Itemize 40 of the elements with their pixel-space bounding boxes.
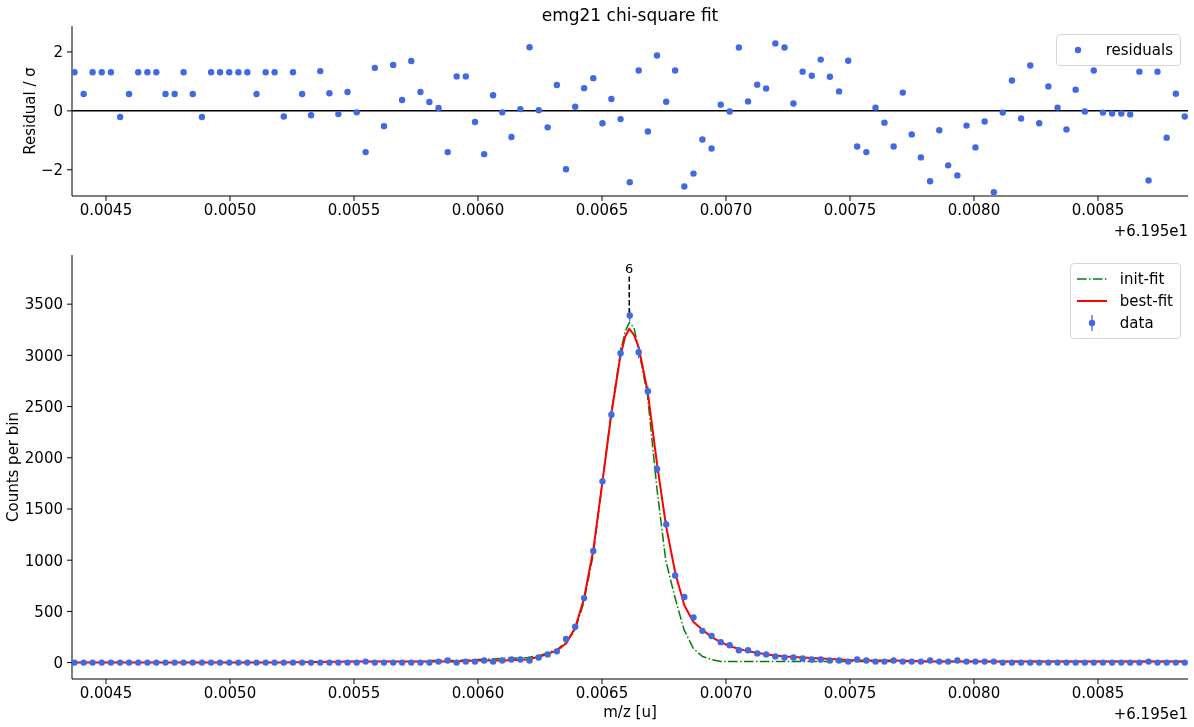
x-tick-label: 0.0065 <box>575 683 629 702</box>
x-tick-label: 0.0050 <box>203 200 257 219</box>
x-tick-label: 0.0055 <box>327 200 381 219</box>
y-tick-label: 2500 <box>24 397 63 416</box>
x-tick-label: 0.0070 <box>699 200 753 219</box>
legend-label: best-fit <box>1119 291 1173 310</box>
y-tick-label: 1500 <box>24 500 63 519</box>
x-tick-label: 0.0065 <box>575 200 629 219</box>
y-tick-label: 0 <box>53 102 63 121</box>
x-tick-label: 0.0075 <box>823 683 877 702</box>
text: +6.195e1 <box>1113 704 1188 723</box>
annotation: 6 <box>625 260 634 276</box>
y-tick-label: 3500 <box>24 295 63 314</box>
y-tick-label: 500 <box>34 602 63 621</box>
x-tick-label: 0.0070 <box>699 683 753 702</box>
x-tick-label: 0.0060 <box>451 683 505 702</box>
y-tick-label: 2000 <box>24 449 63 468</box>
y-axis-title: Counts per bin <box>3 411 22 523</box>
x-tick-label: 0.0055 <box>327 683 381 702</box>
legend-label: init-fit <box>1119 269 1165 288</box>
text: +6.195e1 <box>1113 221 1188 240</box>
legend-label: residuals <box>1105 40 1173 59</box>
y-tick-label: 0 <box>53 653 63 672</box>
x-tick-label: 0.0045 <box>79 200 133 219</box>
x-axis-title: m/z [u] <box>603 702 657 721</box>
x-tick-label: 0.0085 <box>1071 200 1125 219</box>
y-tick-label: 3000 <box>24 346 63 365</box>
x-tick-label: 0.0080 <box>947 683 1001 702</box>
x-tick-label: 0.0085 <box>1071 683 1125 702</box>
chart-title: emg21 chi-square fit <box>541 5 719 25</box>
y-tick-label: 1000 <box>24 551 63 570</box>
legend-label: data <box>1119 313 1154 332</box>
x-tick-label: 0.0060 <box>451 200 505 219</box>
x-tick-label: 0.0080 <box>947 200 1001 219</box>
y-tick-label: 2 <box>53 43 63 62</box>
x-tick-label: 0.0075 <box>823 200 877 219</box>
y-tick-label: −2 <box>40 161 63 180</box>
y-axis-title: Residual / σ <box>20 67 39 155</box>
x-tick-label: 0.0050 <box>203 683 257 702</box>
x-tick-label: 0.0045 <box>79 683 133 702</box>
